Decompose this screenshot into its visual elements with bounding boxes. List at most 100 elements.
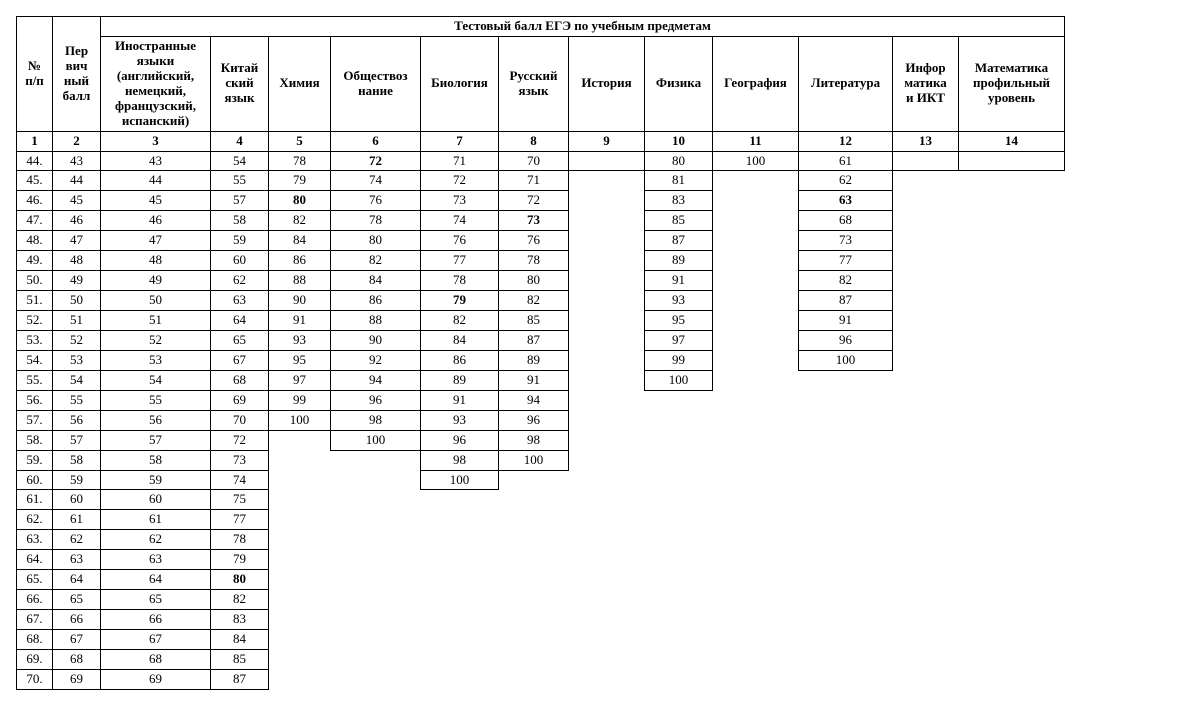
cell: 69: [211, 390, 269, 410]
cell: 55.: [17, 370, 53, 390]
cell: 59: [211, 231, 269, 251]
cell: 100: [499, 450, 569, 470]
cell: 71: [421, 151, 499, 171]
cell: 82: [799, 271, 893, 291]
table-row: 54.5353679592868999100: [17, 350, 1065, 370]
cell: 85: [645, 211, 713, 231]
cell: [713, 311, 799, 331]
cell: 52.: [17, 311, 53, 331]
cell: 68: [53, 649, 101, 669]
ege-score-table: № п/п Первичныйбалл Тестовый балл ЕГЭ по…: [16, 16, 1065, 690]
cell: 54: [101, 370, 211, 390]
cell: 99: [645, 350, 713, 370]
cell: [569, 330, 645, 350]
cell: 60: [53, 490, 101, 510]
cell: 59: [53, 470, 101, 490]
cell: 47: [101, 231, 211, 251]
cell: 44: [53, 171, 101, 191]
cell: 87: [645, 231, 713, 251]
cell: [569, 291, 645, 311]
cell: 91: [645, 271, 713, 291]
cell: 51: [53, 311, 101, 331]
col-num-11: 11: [713, 131, 799, 151]
cell: [569, 271, 645, 291]
cell: 91: [421, 390, 499, 410]
cell: 89: [499, 350, 569, 370]
cell: [269, 450, 331, 470]
cell: 72: [211, 430, 269, 450]
table-row: 63.626278: [17, 530, 1065, 550]
table-row: 70.696987: [17, 669, 1065, 689]
cell: 57: [101, 430, 211, 450]
cell: 62: [53, 530, 101, 550]
cell: 79: [269, 171, 331, 191]
table-row: 50.494962888478809182: [17, 271, 1065, 291]
cell: [569, 311, 645, 331]
cell: 62: [211, 271, 269, 291]
cell: 91: [799, 311, 893, 331]
col-header-7: Биология: [421, 36, 499, 131]
col-num-2: 2: [53, 131, 101, 151]
cell: 88: [269, 271, 331, 291]
cell: [569, 350, 645, 370]
cell: 85: [499, 311, 569, 331]
table-row: 47.464658827874738568: [17, 211, 1065, 231]
cell: 70.: [17, 669, 53, 689]
cell: 60: [101, 490, 211, 510]
cell: [569, 211, 645, 231]
cell: 53: [101, 350, 211, 370]
cell: 89: [645, 251, 713, 271]
cell: 46: [101, 211, 211, 231]
cell: 68.: [17, 630, 53, 650]
cell: [569, 191, 645, 211]
table-row: 44.434354787271708010061: [17, 151, 1065, 171]
cell: 78: [269, 151, 331, 171]
cell: 62.: [17, 510, 53, 530]
table-row: 64.636379: [17, 550, 1065, 570]
cell: 73: [421, 191, 499, 211]
cell: 73: [799, 231, 893, 251]
cell: 71: [499, 171, 569, 191]
cell: 54: [211, 151, 269, 171]
cell: 44: [101, 171, 211, 191]
cell: 52: [101, 330, 211, 350]
cell: 66: [53, 610, 101, 630]
cell: 74: [331, 171, 421, 191]
cell: 94: [499, 390, 569, 410]
cell: [569, 171, 645, 191]
cell: 100: [645, 370, 713, 390]
cell: 58: [211, 211, 269, 231]
table-row: 56.55556999969194: [17, 390, 1065, 410]
cell: 89: [421, 370, 499, 390]
col-num-13: 13: [893, 131, 959, 151]
cell: 84: [211, 630, 269, 650]
cell: 96: [799, 330, 893, 350]
cell: 87: [211, 669, 269, 689]
cell: [569, 370, 645, 390]
cell: 96: [499, 410, 569, 430]
cell: 64: [101, 570, 211, 590]
col-header-6: Обществознание: [331, 36, 421, 131]
cell: 81: [645, 171, 713, 191]
cell: 80: [211, 570, 269, 590]
col-num-4: 4: [211, 131, 269, 151]
cell: 56: [101, 410, 211, 430]
cell: 60.: [17, 470, 53, 490]
col-num-6: 6: [331, 131, 421, 151]
cell: 84: [269, 231, 331, 251]
cell: 50: [53, 291, 101, 311]
table-row: 57.565670100989396: [17, 410, 1065, 430]
cell: 64: [53, 570, 101, 590]
cell: [713, 330, 799, 350]
cell: 82: [269, 211, 331, 231]
cell: 70: [499, 151, 569, 171]
cell: 65: [53, 590, 101, 610]
cell: 100: [799, 350, 893, 370]
col-header-3: Иностранные языки (английский, немецкий,…: [101, 36, 211, 131]
cell: 97: [269, 370, 331, 390]
cell: 55: [211, 171, 269, 191]
col-header-5: Химия: [269, 36, 331, 131]
cell: 62: [799, 171, 893, 191]
cell: 93: [269, 330, 331, 350]
cell: 60: [211, 251, 269, 271]
